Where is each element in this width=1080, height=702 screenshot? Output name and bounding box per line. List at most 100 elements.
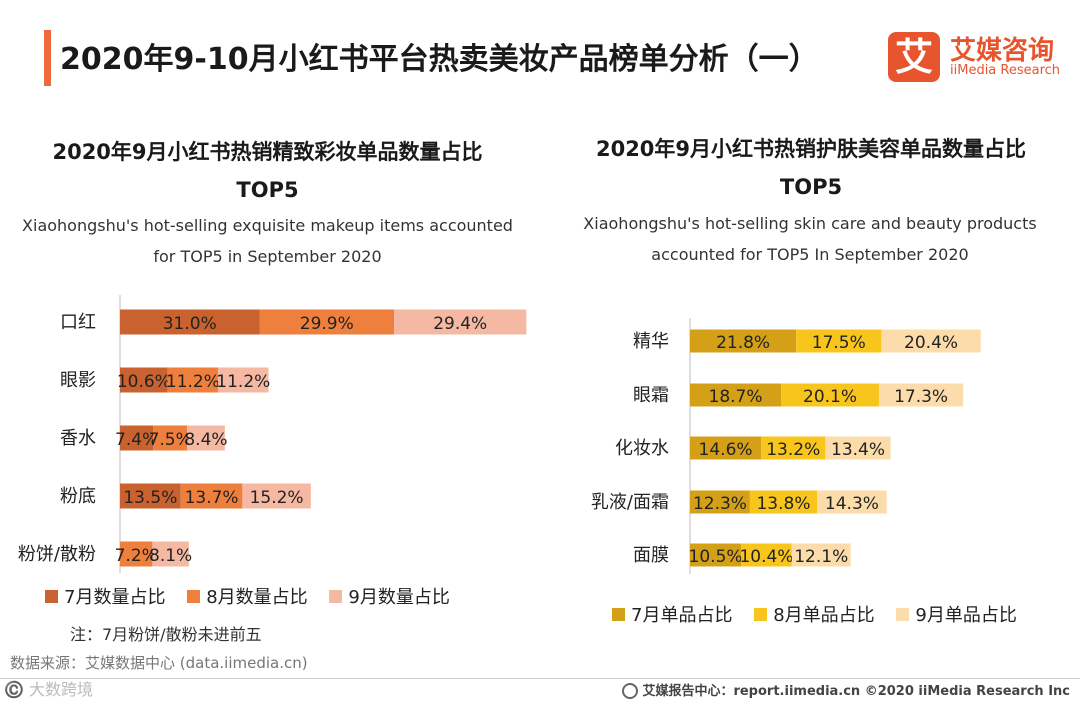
legend-item: 7月数量占比 (45, 583, 165, 609)
legend-item: 8月数量占比 (187, 583, 308, 609)
footer: 艾媒报告中心：report.iimedia.cn ©2020 iiMedia R… (622, 680, 1070, 700)
data-label: 20.1% (803, 387, 857, 407)
bar-segment (690, 490, 750, 514)
data-label: 8.4% (184, 430, 227, 450)
category-label: 眼霜 (633, 385, 669, 406)
data-label: 12.3% (693, 494, 747, 514)
category-label: 香水 (60, 428, 96, 449)
category-label: 眼影 (60, 370, 96, 391)
data-label: 29.4% (433, 314, 487, 334)
category-label: 精华 (633, 331, 669, 352)
data-label: 17.3% (894, 387, 948, 407)
bar-segment (218, 367, 269, 393)
bar-segment (741, 543, 792, 567)
category-label: 粉饼/散粉 (18, 544, 96, 565)
watermark: ©️ 大数跨境 (4, 680, 94, 699)
data-label: 14.6% (699, 440, 753, 460)
bar-segment (825, 436, 891, 460)
data-label: 10.4% (739, 547, 793, 567)
category-label: 口红 (60, 312, 96, 333)
bar-segment (690, 329, 797, 353)
logo-mark: 艾 (888, 32, 940, 82)
legend-swatch (612, 607, 625, 621)
data-label: 31.0% (163, 314, 217, 334)
data-label: 13.8% (756, 494, 810, 514)
bar-segment (152, 541, 189, 567)
bar-segment (791, 543, 851, 567)
bar-segment (187, 425, 225, 451)
legend-item: 9月单品占比 (896, 601, 1017, 627)
category-label: 面膜 (633, 545, 669, 566)
legend-label: 9月数量占比 (348, 587, 450, 608)
bar-segment (690, 436, 762, 460)
bar-segment (120, 309, 260, 335)
data-label: 15.2% (250, 488, 304, 508)
footnote: 注：7月粉饼/散粉未进前五 (70, 625, 262, 644)
legend-swatch (187, 589, 201, 603)
bar-segment (242, 483, 311, 509)
right-chart-title-line2: TOP5 (779, 175, 843, 199)
data-label: 14.3% (825, 494, 879, 514)
left-legend: 7月数量占比 8月数量占比 9月数量占比 (45, 583, 466, 609)
bar-segment (749, 490, 818, 514)
data-label: 13.4% (831, 440, 885, 460)
right-chart-title: 2020年9月小红书热销护肤美容单品数量占比 (595, 137, 1027, 161)
legend-label: 7月单品占比 (631, 605, 733, 626)
legend-swatch (45, 589, 58, 603)
legend-label: 7月数量占比 (64, 587, 166, 608)
brand-logo: 艾 艾媒咨询 iiMedia Research (888, 30, 1068, 88)
legend-item: 7月单品占比 (612, 601, 732, 627)
legend-swatch (754, 607, 768, 621)
bar-segment (167, 367, 219, 393)
page-title: 2020年9-10月小红书平台热卖美妆产品榜单分析（一） (60, 42, 819, 77)
bar-segment (690, 543, 742, 567)
bar-segment (878, 383, 964, 407)
category-label: 乳液/面霜 (591, 492, 669, 513)
data-label: 20.4% (904, 333, 958, 353)
data-source: 数据来源：艾媒数据中心 (data.iimedia.cn) (10, 654, 308, 672)
data-label: 13.2% (766, 440, 820, 460)
title-accent-bar (44, 30, 51, 86)
bar-segment (817, 490, 887, 514)
data-label: 11.2% (216, 372, 270, 392)
data-label: 7.2% (115, 546, 158, 566)
bar-segment (120, 483, 181, 509)
data-label: 21.8% (716, 333, 770, 353)
data-label: 11.2% (166, 372, 220, 392)
right-chart-subtitle: Xiaohongshu's hot-selling skin care and … (583, 214, 1037, 264)
bar-segment (781, 383, 879, 407)
left-chart-subtitle: Xiaohongshu's hot-selling exquisite make… (22, 216, 513, 266)
legend-item: 9月数量占比 (329, 583, 450, 609)
data-label: 17.5% (812, 333, 866, 353)
bar-segment (180, 483, 243, 509)
data-label: 7.5% (149, 430, 192, 450)
left-chart-title: 2020年9月小红书热销精致彩妆单品数量占比 (52, 140, 483, 164)
bar-segment (394, 309, 527, 335)
legend-label: 8月单品占比 (773, 605, 875, 626)
legend-label: 9月单品占比 (915, 605, 1017, 626)
data-label: 8.1% (149, 546, 192, 566)
bar-segment (259, 309, 395, 335)
category-label: 化妆水 (615, 438, 669, 459)
legend-swatch (329, 589, 343, 603)
bar-segment (120, 367, 168, 393)
data-label: 13.5% (123, 488, 177, 508)
logo-text-en: iiMedia Research (950, 63, 1061, 78)
footer-divider (0, 678, 1080, 679)
legend-item: 8月单品占比 (754, 601, 875, 627)
data-label: 29.9% (300, 314, 354, 334)
legend-label: 8月数量占比 (206, 587, 308, 608)
bar-segment (690, 383, 782, 407)
data-label: 12.1% (794, 547, 848, 567)
data-label: 10.6% (117, 372, 171, 392)
left-chart-title-line2: TOP5 (236, 178, 299, 202)
bar-segment (796, 329, 882, 353)
bar-segment (120, 425, 154, 451)
logo-text-cn: 艾媒咨询 (950, 36, 1055, 66)
bar-segment (881, 329, 981, 353)
right-legend: 7月单品占比 8月单品占比 9月单品占比 (612, 601, 1033, 627)
data-label: 7.4% (115, 430, 158, 450)
data-label: 18.7% (709, 387, 763, 407)
